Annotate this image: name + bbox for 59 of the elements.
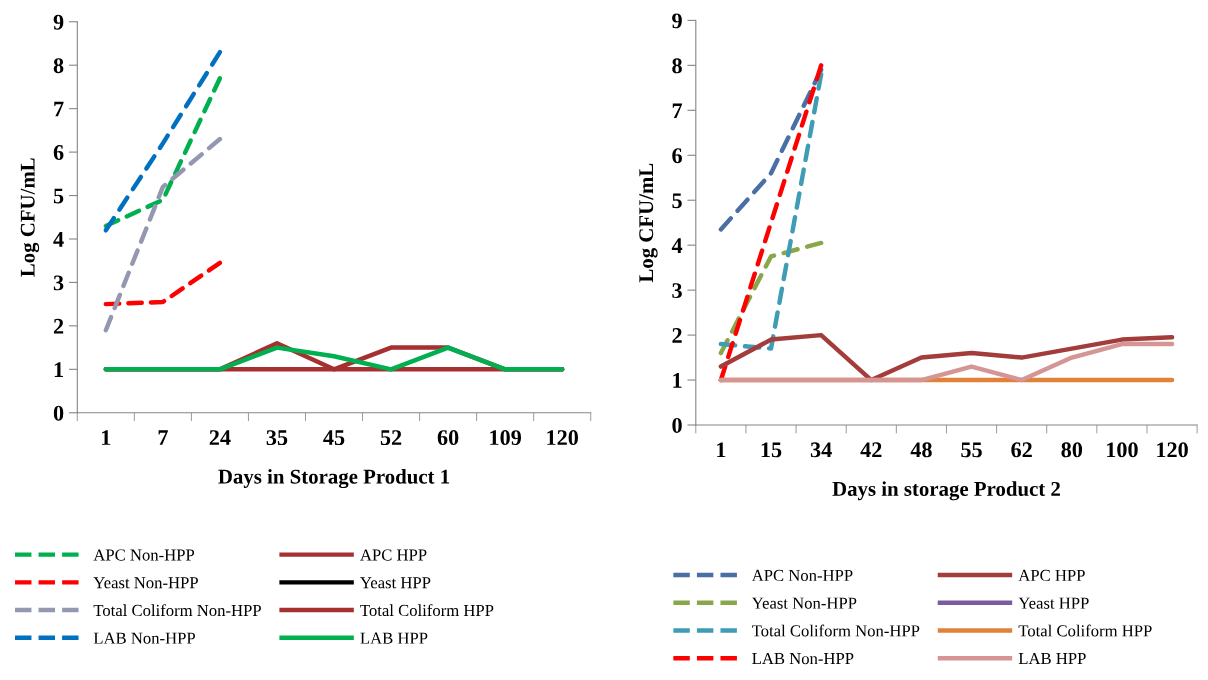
x-tick-label: 1 — [717, 442, 726, 458]
legend-label: LAB HPP — [360, 632, 428, 644]
x-tick-label: 120 — [1157, 442, 1188, 458]
y-tick-label: 8 — [672, 58, 682, 74]
legend-label: APC HPP — [1018, 569, 1085, 582]
legend-label: Yeast Non-HPP — [93, 577, 198, 589]
x-tick-label: 109 — [490, 430, 522, 446]
y-tick-label: 8 — [53, 58, 64, 74]
legend-label: Yeast HPP — [360, 577, 431, 589]
y-tick-label: 7 — [54, 101, 64, 117]
y-tick-label: 0 — [53, 405, 64, 421]
x-tick-label: 52 — [380, 430, 402, 446]
legend-label: Total Coliform Non-HPP — [93, 604, 261, 617]
legend-label: APC Non-HPP — [93, 549, 195, 561]
y-tick-label: 2 — [53, 318, 64, 334]
legend-label: LAB Non-HPP — [752, 653, 854, 665]
y-tick-label: 9 — [672, 13, 682, 29]
y-tick-label: 4 — [671, 238, 683, 253]
x-tick-label: 15 — [761, 442, 782, 458]
y-tick-label: 1 — [54, 362, 63, 378]
y-tick-label: 6 — [672, 148, 682, 164]
legend-label: Total Coliform HPP — [360, 604, 494, 617]
y-tick-label: 0 — [672, 417, 682, 433]
legend-label: Total Coliform HPP — [1018, 624, 1152, 637]
x-tick-label: 45 — [323, 430, 345, 446]
y-tick-label: 5 — [53, 188, 64, 204]
legend-label: APC Non-HPP — [751, 569, 853, 582]
y-tick-label: 9 — [53, 14, 64, 30]
y-tick-label: 7 — [672, 103, 683, 119]
x-tick-label: 100 — [1107, 442, 1138, 458]
y-axis-title: Log CFU/mL — [20, 158, 40, 277]
x-axis-title: Days in Storage Product 1 — [218, 469, 450, 489]
legend-label: LAB Non-HPP — [93, 632, 195, 644]
x-tick-label: 7 — [158, 430, 168, 445]
legend-label: LAB HPP — [1018, 653, 1086, 665]
x-tick-label: 62 — [1011, 442, 1032, 458]
y-tick-label: 5 — [672, 193, 682, 209]
x-tick-label: 48 — [910, 442, 932, 458]
legend-label: Yeast Non-HPP — [751, 597, 857, 609]
y-tick-label: 2 — [672, 328, 682, 343]
x-tick-label: 80 — [1061, 442, 1083, 458]
x-axis-title: Days in storage Product 2 — [832, 481, 1060, 501]
y-tick-label: 6 — [53, 145, 64, 161]
y-tick-label: 1 — [673, 373, 682, 388]
x-tick-label: 60 — [437, 430, 459, 446]
y-tick-label: 4 — [53, 232, 64, 247]
x-tick-label: 42 — [860, 442, 882, 458]
legend-label: Total Coliform Non-HPP — [752, 624, 920, 637]
x-tick-label: 55 — [961, 442, 982, 458]
x-tick-label: 120 — [547, 430, 579, 446]
y-tick-label: 3 — [53, 275, 64, 291]
legend-label: APC HPP — [360, 549, 427, 561]
x-tick-label: 35 — [266, 430, 288, 446]
x-tick-label: 1 — [102, 430, 111, 445]
legend-label: Yeast HPP — [1018, 597, 1089, 609]
y-tick-label: 3 — [672, 283, 682, 299]
x-tick-label: 24 — [209, 430, 231, 445]
y-axis-title: Log CFU/mL — [639, 163, 658, 283]
x-tick-label: 34 — [810, 442, 832, 458]
